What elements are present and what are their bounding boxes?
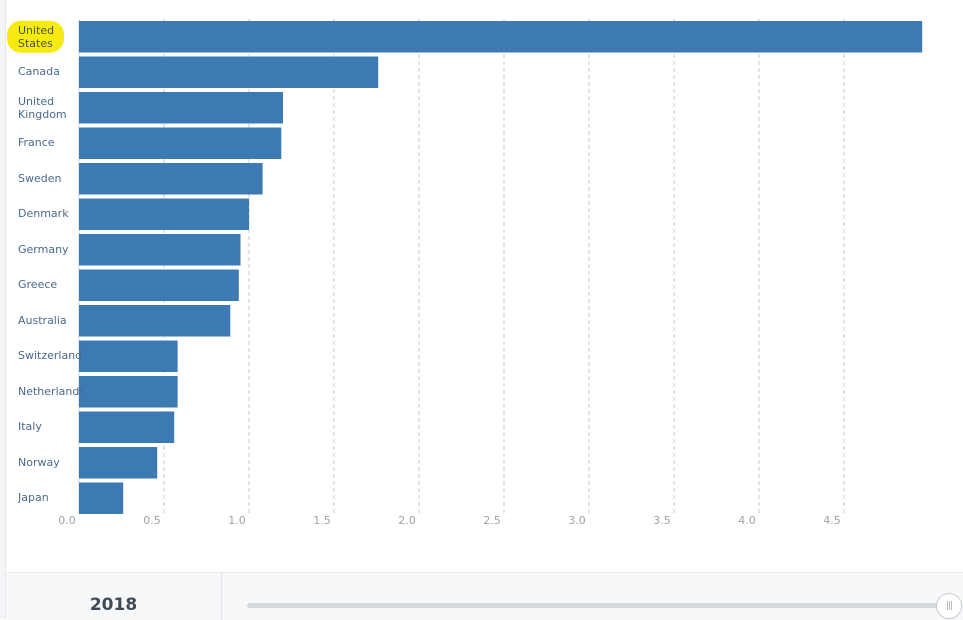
tick-label-2.5: 2.5	[483, 514, 501, 527]
bar-japan[interactable]	[79, 482, 124, 515]
bar-france[interactable]	[79, 127, 282, 160]
year-label: 2018	[89, 595, 138, 615]
year-footer: 2018 |||	[6, 572, 963, 620]
tick-label-4.0: 4.0	[738, 514, 756, 527]
bar-germany[interactable]	[79, 234, 241, 266]
bar-switzerland[interactable]	[79, 340, 178, 373]
category-label-greece: Greece	[18, 278, 58, 292]
tick-label-0.5: 0.5	[143, 514, 161, 527]
category-label-denmark: Denmark	[18, 207, 69, 221]
tick-label-3.5: 3.5	[653, 514, 671, 527]
category-label-japan: Japan	[18, 491, 49, 505]
category-label-sweden: Sweden	[18, 171, 62, 185]
tick-label-1.5: 1.5	[313, 514, 331, 527]
tick-label-2.0: 2.0	[398, 514, 416, 527]
bar-netherlands[interactable]	[79, 376, 178, 408]
bar-canada[interactable]	[79, 56, 379, 89]
category-label-switzerland: Switzerland	[18, 349, 82, 363]
tick-label-1.0: 1.0	[228, 514, 246, 527]
bar-greece[interactable]	[79, 269, 239, 302]
tick-label-0.0: 0.0	[58, 514, 76, 527]
tick-label-3.0: 3.0	[568, 514, 586, 527]
left-edge-strip	[0, 0, 6, 619]
category-label-united-states: United States	[18, 23, 55, 50]
category-label-france: France	[18, 136, 55, 150]
bar-united-kingdom[interactable]	[79, 92, 283, 124]
bar-australia[interactable]	[79, 305, 231, 337]
year-slider-handle[interactable]: |||	[936, 593, 962, 619]
bar-denmark[interactable]	[79, 198, 249, 231]
year-box: 2018	[6, 573, 222, 620]
label-highlight-marker	[7, 20, 64, 53]
category-label-netherlands: Netherlands	[18, 384, 82, 398]
bar-italy[interactable]	[79, 411, 175, 444]
category-label-norway: Norway	[18, 455, 60, 469]
bar-chart	[7, 19, 923, 515]
tick-label-4.5: 4.5	[823, 514, 841, 527]
bar-sweden[interactable]	[79, 163, 263, 195]
category-label-united-kingdom: United Kingdom	[18, 94, 67, 121]
category-label-australia: Australia	[18, 313, 67, 327]
category-label-italy: Italy	[18, 420, 42, 434]
bar-norway[interactable]	[79, 447, 158, 479]
year-slider-track[interactable]	[247, 603, 947, 608]
category-label-canada: Canada	[18, 65, 60, 79]
bar-united-states[interactable]	[79, 21, 923, 53]
category-label-germany: Germany	[18, 242, 69, 256]
